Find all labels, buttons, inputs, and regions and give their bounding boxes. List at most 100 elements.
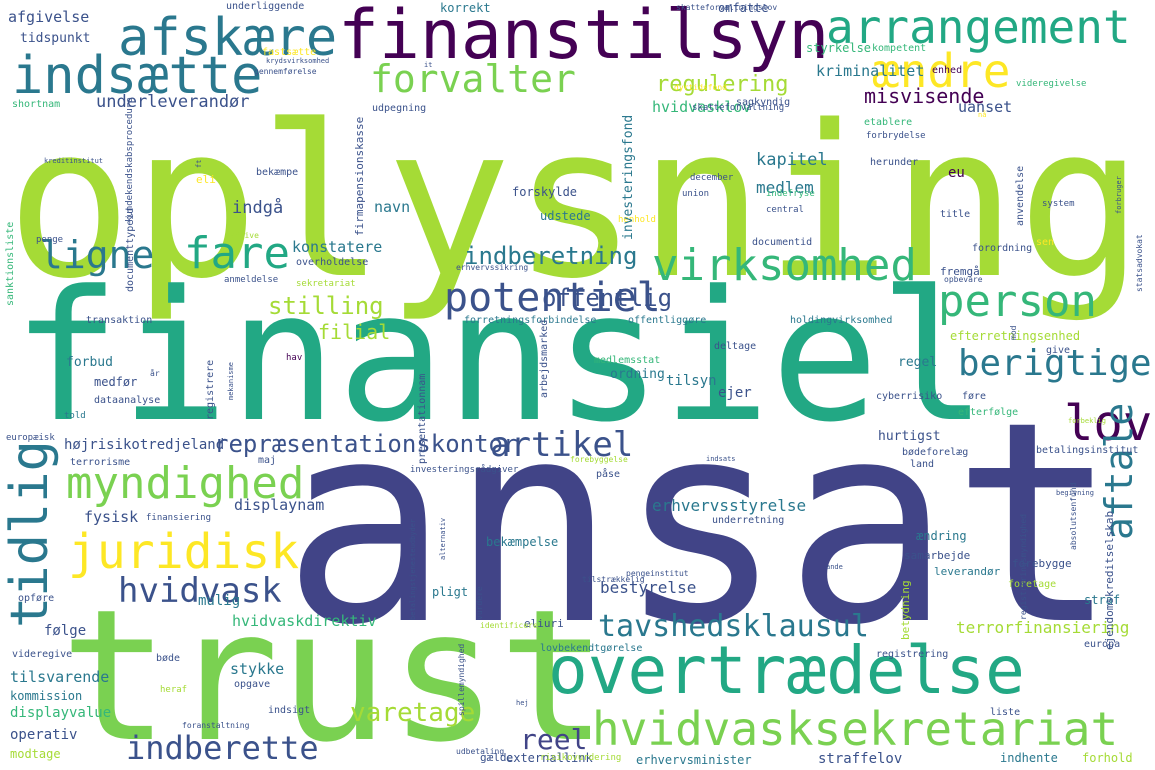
word-deltage: deltage [714, 341, 757, 352]
word-afgivelse: afgivelse [8, 8, 90, 26]
word-sen: henhold [618, 215, 656, 225]
word-terrorfinansiering: terrorfinansiering [956, 618, 1130, 637]
word-naa: hej [516, 699, 529, 707]
word-vurdere: tilstrækkelig [582, 575, 645, 584]
word-finansiel: finansiel [12, 253, 988, 462]
word-opgave: opgave [234, 679, 271, 690]
word-externallink: externallink [506, 751, 593, 765]
word-hvidvaskdirektiv: hvidvaskdirektiv [232, 612, 377, 630]
word-anvendelse: system [1042, 199, 1075, 209]
word-absolutsenfund: begivning [1056, 489, 1094, 497]
word-system: sen [1036, 237, 1055, 248]
word-hav: europæisk [6, 433, 55, 443]
word-mekanisme: ft [195, 159, 203, 168]
word-erhvervsstyrelse: erhvervsstyrelse [652, 496, 807, 515]
word-pligt: pligt [432, 585, 469, 599]
word-udstede: udstede [540, 209, 591, 223]
word-aar: give [1046, 345, 1071, 356]
word-udpegning: udpegning [372, 103, 427, 114]
word-skatteforvaltningslov: underliggende [226, 1, 305, 12]
word-it: skatteforvaltningslov [676, 3, 778, 12]
word-myndighed: myndighed [66, 458, 305, 509]
word-forbruger: nå [978, 111, 987, 119]
word-hej: udbetaling [456, 747, 505, 756]
word-konstatere: konstatere [292, 238, 383, 256]
word-filial: filial [318, 320, 391, 344]
word-efterfoelge: efterfølge [958, 407, 1019, 418]
word-skatteforvaltning: videregivelse [1016, 79, 1087, 89]
word-regel: regel [898, 355, 938, 370]
word-overtraedelse: overtrædelse [548, 632, 1025, 709]
word-navn: navn [374, 198, 411, 216]
word-annoncering: ande [826, 563, 843, 571]
word-boedeforelaeg: bødeforelæg [902, 447, 969, 458]
word-anmeldelse: penge [36, 235, 64, 245]
word-give: mod [1009, 325, 1018, 340]
word-dataanalyse: dataanalyse [94, 395, 161, 406]
word-betydning: dyrtidsfond [674, 83, 727, 92]
word-forbeklig: mekanisme [227, 362, 235, 400]
word-kundekendskabsprocedure: ejendomskreditselskab [1103, 510, 1116, 650]
word-investeringsfond: betydning [899, 580, 912, 640]
word-betalingstjenesteudbyder: registreringsmyndighed [1019, 514, 1028, 620]
word-lovbekendtgoerelse: presentationnam [417, 373, 428, 464]
word-forskylde: forskylde [512, 185, 578, 199]
word-oplysning: oplysning [6, 80, 1144, 325]
word-straf: straf [1084, 593, 1121, 607]
word-finanstilsyn: finanstilsyn [338, 0, 830, 75]
word-misvisende: misvisende [864, 84, 985, 108]
word-reel: reel [520, 723, 588, 756]
word-indgaa: indgå [232, 198, 284, 218]
word-udbetaling: krydsvirksomhed [266, 57, 330, 65]
word-underleverandoer: underleverandør [96, 92, 250, 112]
word-heraf: heraf [160, 685, 188, 695]
word-holdingvirksomhed: holdingvirksomhed [790, 315, 893, 326]
word-korrekt: korrekt [440, 1, 491, 15]
word-straffelov: straffelov [818, 751, 903, 767]
word-finansiering: forebyggelse [570, 455, 628, 464]
word-overholdelse: overholdelse [296, 257, 369, 268]
word-europa: europa [1084, 639, 1121, 650]
word-videregive: videregive [12, 649, 73, 660]
word-indsigt: indsigt [268, 705, 311, 716]
word-arrangement: arrangement [826, 0, 1131, 54]
word-opbevare: erhvervssikring [456, 263, 529, 272]
word-indsats: investeringsrådgiver [410, 465, 519, 475]
word-modtage: modtage [10, 747, 61, 761]
word-tilstraekkelig: pengeinstitut [626, 569, 689, 578]
word-foere: føre [962, 391, 987, 402]
word-tilsvarende: tilsvarende [10, 668, 110, 686]
word-stilling: stilling [268, 292, 384, 320]
word-hvidvasksekretariat: hvidvasksekretariat [592, 702, 1119, 756]
word-firmapensionskasse: investeringsfond [621, 114, 636, 240]
word-berigtige: berigtige [958, 343, 1152, 384]
word-arbejdsmarked: hav [286, 353, 303, 363]
word-betalingsinstitut: betalingsinstitut [1036, 445, 1139, 456]
word-enhed: enhed [932, 65, 963, 76]
word-virksomhed: virksomhed [652, 240, 917, 291]
word-indberette: indberette [126, 729, 319, 767]
word-indefryse: union [682, 189, 710, 199]
word-fastsaette: fastsætte [262, 47, 317, 58]
word-title: title [940, 209, 971, 220]
word-statsadvokat: forbeklig [1068, 417, 1106, 425]
word-forbud: forbud [66, 355, 113, 370]
word-land: land [910, 459, 935, 470]
word-eliuri: eliuri [524, 617, 564, 630]
word-repraesentationskontor: repræsentationskontor [214, 430, 518, 458]
word-ande: kreditinstitut [44, 157, 104, 165]
word-mulig: mulig [198, 593, 241, 609]
word-hoejrisikotredjeland: højrisikotredjeland [64, 437, 225, 453]
word-potentiel: potentiel [444, 275, 661, 321]
word-underretning: underretning [712, 515, 785, 526]
word-fysisk: fysisk [84, 508, 139, 526]
word-presentationnam: registrere [205, 359, 216, 420]
word-varetage: varetage [350, 698, 476, 728]
word-displaynam: displaynam [234, 496, 325, 514]
word-erhvervsminister: erhvervsminister [636, 753, 752, 767]
word-hurtigst: hurtigst [878, 429, 941, 444]
word-sekretariat: sekretariat [296, 279, 356, 289]
word-alternativ: betalingstjenesteudbyder [409, 518, 417, 620]
word-offentlig: offentlig [542, 284, 673, 312]
